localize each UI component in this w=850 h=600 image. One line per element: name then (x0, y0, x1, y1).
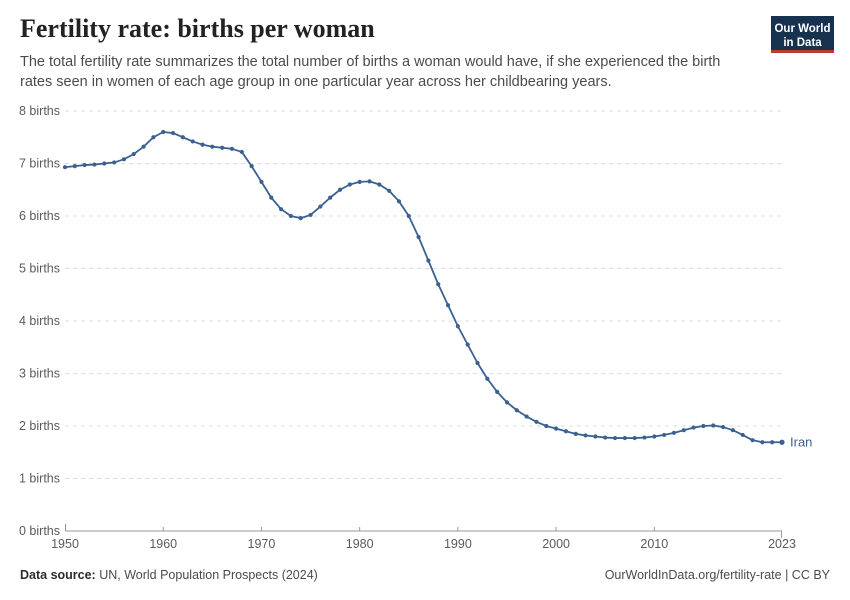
svg-text:7 births: 7 births (19, 157, 60, 171)
svg-text:2 births: 2 births (19, 419, 60, 433)
svg-text:5 births: 5 births (19, 262, 60, 276)
svg-text:1970: 1970 (248, 537, 276, 551)
svg-text:Iran: Iran (790, 434, 812, 449)
svg-text:6 births: 6 births (19, 209, 60, 223)
svg-text:1950: 1950 (51, 537, 79, 551)
svg-text:2010: 2010 (640, 537, 668, 551)
svg-text:1980: 1980 (346, 537, 374, 551)
svg-text:1960: 1960 (149, 537, 177, 551)
svg-text:2000: 2000 (542, 537, 570, 551)
svg-text:0 births: 0 births (19, 524, 60, 538)
svg-text:4 births: 4 births (19, 314, 60, 328)
svg-text:2023: 2023 (768, 537, 796, 551)
svg-text:3 births: 3 births (19, 367, 60, 381)
svg-text:1 births: 1 births (19, 472, 60, 486)
svg-text:8 births: 8 births (19, 104, 60, 118)
svg-text:1990: 1990 (444, 537, 472, 551)
